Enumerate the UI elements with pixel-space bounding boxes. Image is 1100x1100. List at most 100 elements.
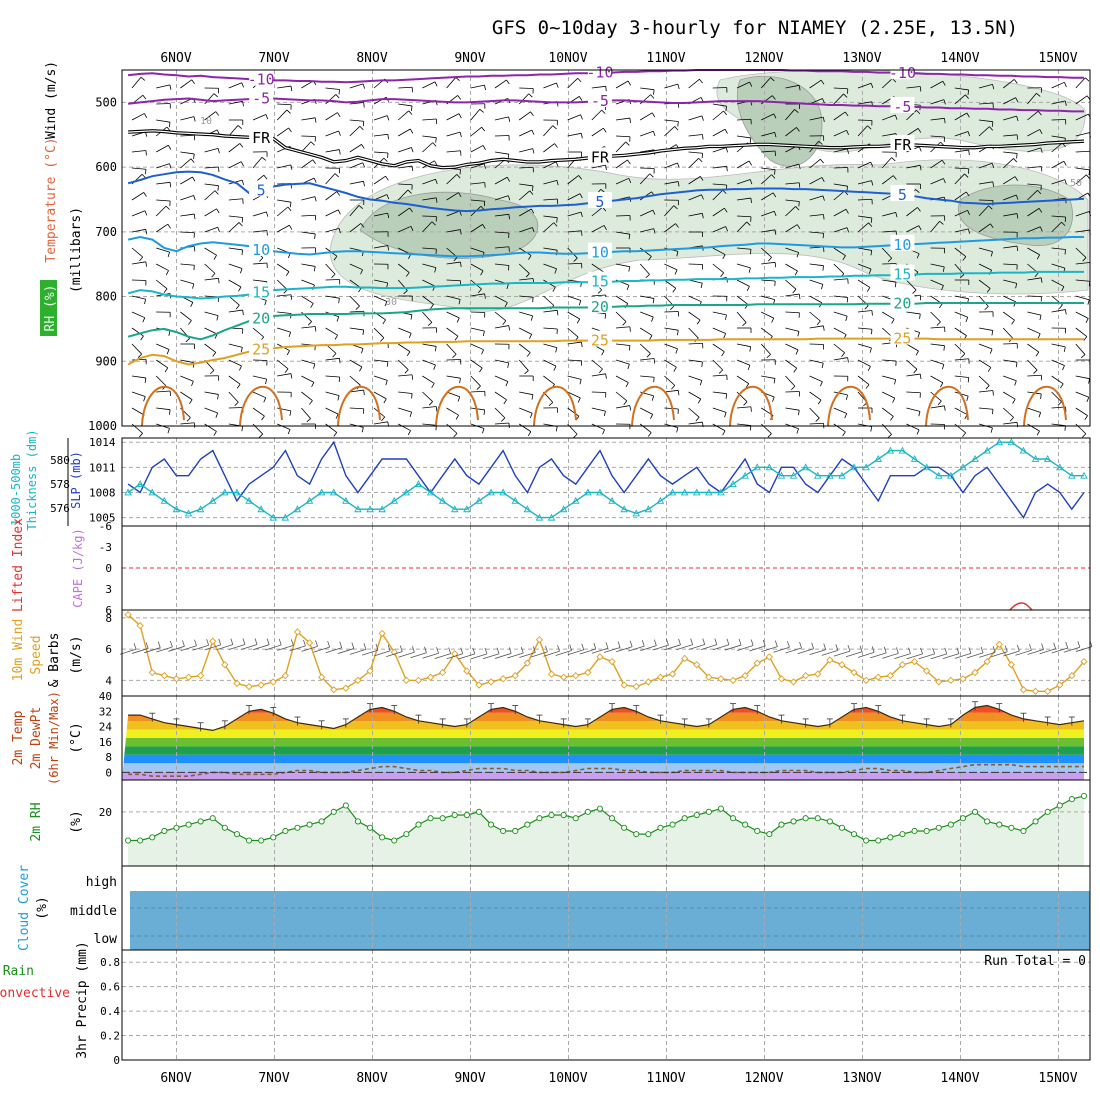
wind-barb <box>591 373 606 377</box>
wind-barb-flag <box>1039 129 1043 135</box>
marker-diamond <box>850 668 858 677</box>
wind-barb <box>736 160 750 169</box>
wind-barb-flag <box>480 270 484 276</box>
wind-barb <box>736 295 749 305</box>
wind-barb-flag <box>941 159 946 165</box>
wind-barb <box>1051 221 1062 233</box>
surface-wind-barb-flag <box>593 642 597 650</box>
wind-barb-flag <box>675 348 678 354</box>
marker-triangle <box>983 446 991 454</box>
wind-barb-flag <box>1039 315 1042 321</box>
wind-barb <box>422 247 437 250</box>
surface-wind-barb <box>422 652 439 659</box>
marker-triangle <box>414 480 423 488</box>
wind-barb <box>180 79 192 89</box>
wind-barb <box>736 197 751 201</box>
isotherm-label-5-0: 5 <box>257 181 266 199</box>
rh-marker <box>754 827 761 835</box>
wind-barb <box>180 231 195 234</box>
wind-barb <box>639 263 650 275</box>
rh-marker <box>717 805 725 812</box>
wind-barb <box>398 327 412 334</box>
wind-barb <box>494 176 508 185</box>
marker-diamond <box>233 679 241 688</box>
wind-barb-flag <box>819 381 823 387</box>
thickness-tick-576: 576 <box>50 502 70 515</box>
wind-barb-flag <box>653 228 656 234</box>
wind-speed-tick-8: 8 <box>105 612 112 625</box>
wind-barb-flag <box>677 181 680 187</box>
isotherm-label-bg <box>587 271 612 288</box>
wind-barb-flag <box>579 379 582 385</box>
wind-barb <box>809 422 824 425</box>
rh-marker <box>258 837 265 844</box>
surface-wind-barb <box>1051 647 1068 654</box>
wind-barb <box>155 375 167 387</box>
marker-triangle <box>850 463 858 471</box>
marker-triangle <box>305 496 314 504</box>
wind-barb-flag <box>965 94 969 99</box>
wind-barb <box>978 126 990 137</box>
wind-barb-flag <box>359 125 364 131</box>
surface-wind-barb-flag <box>411 646 415 653</box>
surface-wind-barb <box>216 644 233 651</box>
rh-marker <box>935 824 942 831</box>
wind-barb <box>930 178 944 185</box>
wind-barb <box>301 326 316 329</box>
wind-barb <box>930 263 945 268</box>
surface-wind-barb <box>954 652 972 659</box>
marker-diamond <box>124 611 132 619</box>
wind-barb-flag <box>597 289 602 294</box>
wind-barb-flag <box>629 405 632 411</box>
wind-barb <box>349 162 363 169</box>
wind-barb-flag <box>1063 346 1066 352</box>
surface-wind-barb <box>579 648 596 655</box>
wind-barb <box>1051 179 1066 185</box>
wind-barb <box>470 293 485 297</box>
surface-wind-barb <box>1075 646 1093 652</box>
wind-barb-flag <box>213 255 217 260</box>
wind-barb <box>422 197 437 201</box>
wind-barb <box>688 176 701 185</box>
wind-barb-flag <box>527 431 532 437</box>
surface-wind-barb <box>603 647 621 653</box>
wind-barb <box>1051 142 1063 153</box>
wind-barb <box>1027 343 1040 353</box>
surface-isotherm-loop <box>827 386 871 427</box>
top-date-13nov: 13NOV <box>842 51 881 66</box>
wind-barb-flag <box>580 114 583 120</box>
isotherm-label-bg <box>249 180 274 197</box>
surface-wind-barb <box>374 650 391 657</box>
marker-diamond <box>765 653 773 661</box>
wind-barb <box>373 421 388 425</box>
marker-triangle <box>947 471 955 479</box>
surface-wind-barb-flag <box>956 647 960 654</box>
marker-triangle <box>959 463 967 471</box>
wind-barb <box>712 407 727 413</box>
wind-barb <box>204 190 216 201</box>
wind-barb-flag <box>940 382 944 388</box>
wind-barb <box>373 375 388 381</box>
axis-label-10m-wind: 10m Wind <box>11 619 26 682</box>
series-2m-temp <box>128 704 1085 732</box>
wind-barb-flag <box>701 213 704 219</box>
wind-barb-flag <box>628 178 632 184</box>
wind-barb-flag <box>725 147 729 153</box>
wind-barb-flag <box>166 349 170 355</box>
wind-barb-flag <box>822 98 825 104</box>
wind-barb-flag <box>431 383 435 388</box>
marker-diamond <box>584 668 592 677</box>
surface-wind-barb-flag <box>629 640 633 647</box>
surface-wind-barb-flag <box>932 647 936 655</box>
isotherm-label-10-1: 10 <box>591 244 609 262</box>
isotherm-label--10-2: -10 <box>889 64 916 82</box>
wind-barb-flag <box>337 209 341 215</box>
marker-triangle <box>475 496 483 504</box>
wind-barb <box>712 207 725 217</box>
marker-triangle <box>571 496 580 504</box>
wind-barb <box>398 165 413 169</box>
wind-barb-flag <box>188 320 192 325</box>
wind-barb-flag <box>599 368 603 374</box>
wind-barb-flag <box>435 179 438 185</box>
wind-barb-flag <box>1082 257 1087 262</box>
